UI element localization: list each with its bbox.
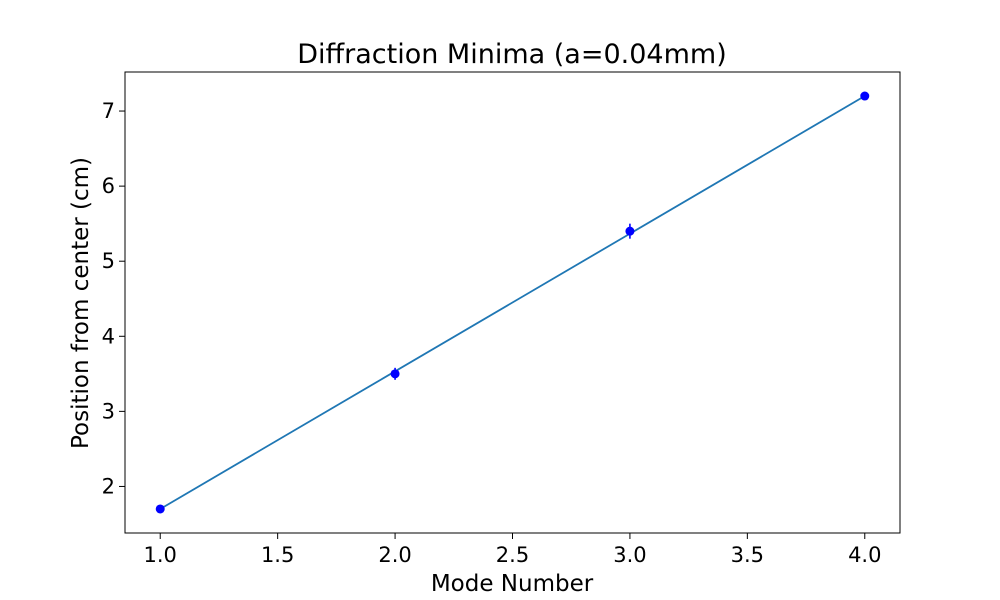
data-point bbox=[625, 226, 635, 236]
y-tick-label: 3 bbox=[102, 399, 115, 423]
y-tick-label: 4 bbox=[102, 324, 115, 348]
x-tick-label: 1.5 bbox=[261, 543, 294, 567]
x-axis-label: Mode Number bbox=[431, 571, 594, 597]
y-tick-label: 6 bbox=[102, 174, 115, 198]
data-point bbox=[390, 369, 400, 379]
x-tick-label: 1.0 bbox=[144, 543, 177, 567]
data-point bbox=[860, 91, 870, 101]
x-tick-label: 3.5 bbox=[731, 543, 764, 567]
plot-frame bbox=[124, 71, 901, 534]
x-tick-label: 4.0 bbox=[848, 543, 881, 567]
plot-area bbox=[155, 91, 870, 514]
y-tick-label: 2 bbox=[102, 474, 115, 498]
axis-ticks: 1.0 1.5 2.0 2.5 3.0 3.5 4.0 2 3 4 5 6 7 bbox=[102, 99, 882, 567]
data-point bbox=[155, 504, 165, 514]
y-tick-label: 7 bbox=[102, 99, 115, 123]
x-tick-label: 2.0 bbox=[378, 543, 411, 567]
x-tick-label: 2.5 bbox=[496, 543, 529, 567]
chart-title: Diffraction Minima (a=0.04mm) bbox=[297, 39, 726, 70]
y-axis-label: Position from center (cm) bbox=[68, 157, 94, 449]
y-tick-label: 5 bbox=[102, 249, 115, 273]
x-tick-label: 3.0 bbox=[613, 543, 646, 567]
fit-line bbox=[159, 95, 866, 510]
